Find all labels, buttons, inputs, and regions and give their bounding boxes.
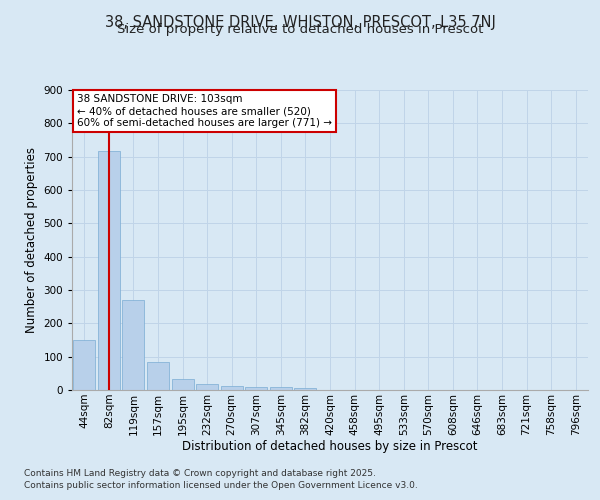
Text: 38 SANDSTONE DRIVE: 103sqm
← 40% of detached houses are smaller (520)
60% of sem: 38 SANDSTONE DRIVE: 103sqm ← 40% of deta… [77,94,332,128]
Bar [147,362,169,390]
Text: Size of property relative to detached houses in Prescot: Size of property relative to detached ho… [117,22,483,36]
Bar [270,388,292,390]
X-axis label: Distribution of detached houses by size in Prescot: Distribution of detached houses by size … [182,440,478,454]
Text: Contains HM Land Registry data © Crown copyright and database right 2025.: Contains HM Land Registry data © Crown c… [24,468,376,477]
Bar [122,300,145,390]
Bar [73,340,95,390]
Bar [172,380,194,390]
Y-axis label: Number of detached properties: Number of detached properties [25,147,38,333]
Bar [98,150,120,390]
Text: 38, SANDSTONE DRIVE, WHISTON, PRESCOT, L35 7NJ: 38, SANDSTONE DRIVE, WHISTON, PRESCOT, L… [104,15,496,30]
Bar [196,384,218,390]
Text: Contains public sector information licensed under the Open Government Licence v3: Contains public sector information licen… [24,481,418,490]
Bar [221,386,243,390]
Bar [295,388,316,390]
Bar [245,386,268,390]
